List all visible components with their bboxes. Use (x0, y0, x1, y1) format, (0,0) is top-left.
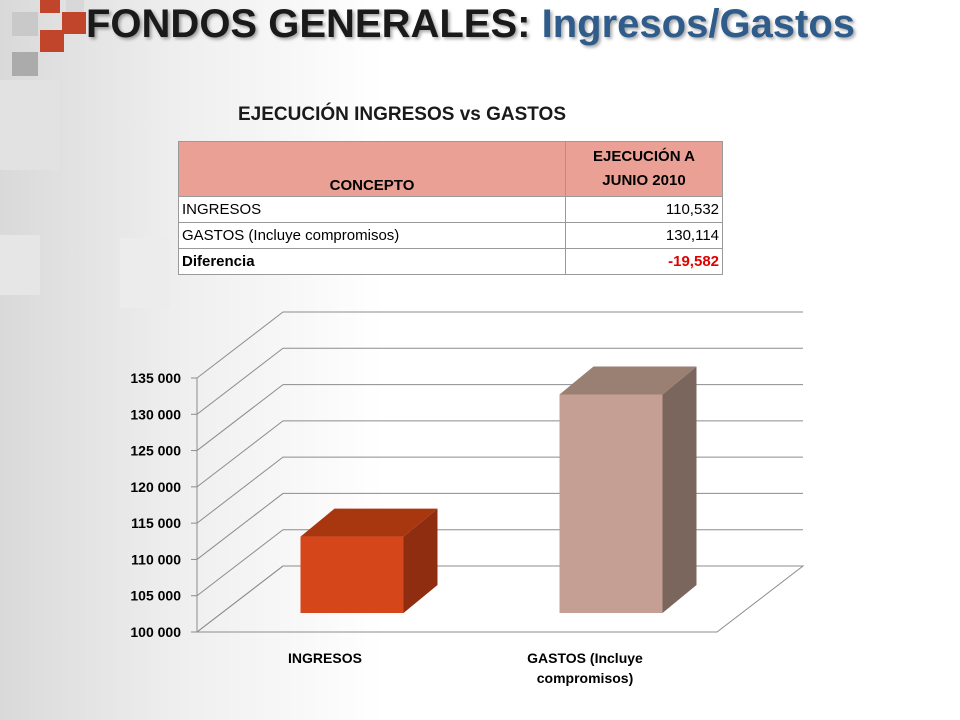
bar-top (300, 508, 438, 537)
y-tick-label: 130 000 (130, 406, 181, 422)
gridline (196, 420, 803, 488)
header-concepto: CONCEPTO (178, 141, 566, 197)
decor-square (40, 30, 64, 52)
page-title-sub: Ingresos/Gastos (541, 2, 856, 46)
x-tick-label: GASTOS (Incluye compromisos) (527, 650, 643, 686)
decor-square (40, 0, 60, 13)
bar (300, 536, 404, 613)
execution-table: CONCEPTO EJECUCIÓN A JUNIO 2010 INGRESOS… (178, 141, 723, 275)
gridline (196, 529, 803, 597)
table-header-row: CONCEPTO EJECUCIÓN A JUNIO 2010 (178, 141, 723, 197)
header-ejecucion: EJECUCIÓN A JUNIO 2010 (565, 141, 723, 197)
gridline (196, 384, 803, 451)
gridline (196, 456, 803, 524)
table-row: INGRESOS 110,532 (178, 196, 723, 223)
y-tick-label: 105 000 (130, 588, 181, 604)
y-tick-label: 120 000 (130, 479, 181, 495)
bar-top (559, 366, 697, 395)
gridline (196, 311, 803, 379)
row-concepto: INGRESOS (178, 196, 566, 223)
row-valor: -19,582 (565, 248, 723, 275)
decor-square (120, 238, 170, 308)
table-row-diferencia: Diferencia -19,582 (178, 248, 723, 275)
bar-side (662, 366, 697, 613)
gridline (196, 565, 803, 633)
chart-floor (195, 565, 805, 633)
row-concepto: Diferencia (178, 248, 566, 275)
decor-square (0, 80, 60, 170)
y-tick-label: 100 000 (130, 624, 181, 640)
decor-square (62, 12, 86, 34)
gridline (196, 347, 803, 415)
row-valor: 110,532 (565, 196, 723, 223)
bar-side (403, 508, 438, 613)
decor-square (66, 0, 84, 13)
page-title-main: FONDOS GENERALES: (86, 2, 531, 46)
y-tick-label: 115 000 (131, 515, 181, 531)
table-heading: EJECUCIÓN INGRESOS vs GASTOS (238, 104, 567, 125)
decor-square (0, 235, 40, 295)
decor-square (12, 12, 38, 36)
y-tick-label: 135 000 (130, 370, 181, 386)
decor-square (12, 52, 38, 76)
y-tick-label: 125 000 (130, 443, 181, 459)
y-tick-label: 110 000 (131, 551, 181, 567)
bar (559, 394, 663, 613)
gridline (196, 492, 803, 560)
x-tick-label: INGRESOS (288, 650, 362, 666)
row-valor: 130,114 (565, 222, 723, 249)
page-title: FONDOS GENERALES: Ingresos/Gastos (86, 2, 855, 47)
